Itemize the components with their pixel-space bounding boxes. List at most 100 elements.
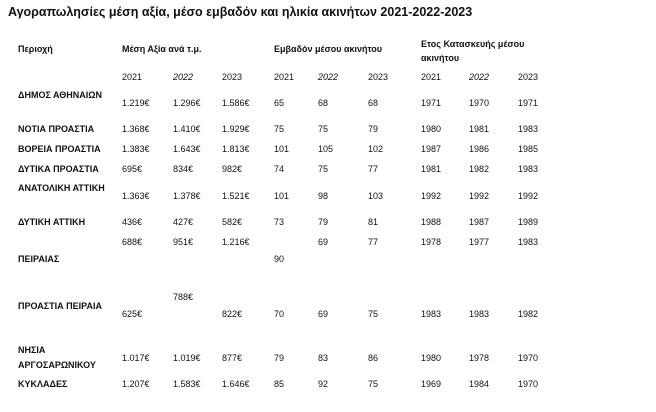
cell: 1.410€ <box>173 124 201 134</box>
row-label: ΔΥΤΙΚΑ ΠΡΟΑΣΤΙΑ <box>18 164 99 174</box>
row-label: ΑΝΑΤΟΛΙΚΗ ΑΤΤΙΚΗ <box>18 183 105 193</box>
cell: 1.368€ <box>122 124 150 134</box>
cell: 1992 <box>469 191 490 201</box>
cell: 75 <box>368 379 379 389</box>
cell: 1.019€ <box>173 353 201 363</box>
cell: 1970 <box>518 379 539 389</box>
year-header: 2021 <box>421 72 442 82</box>
cell: 951€ <box>173 237 194 247</box>
cell: 102 <box>368 144 384 154</box>
cell: 1.017€ <box>122 353 150 363</box>
cell: 98 <box>318 191 329 201</box>
cell: 1.219€ <box>122 98 150 108</box>
cell: 1985 <box>518 144 539 154</box>
cell: 85 <box>274 379 285 389</box>
cell: 625€ <box>122 309 143 319</box>
cell: 1983 <box>518 164 539 174</box>
cell: 1981 <box>421 164 442 174</box>
header-cell: Μέση Αξία ανά τ.μ. <box>122 44 202 54</box>
header-cell: Περιοχή <box>18 44 53 54</box>
cell: 75 <box>318 164 329 174</box>
cell: 73 <box>274 217 285 227</box>
cell: 582€ <box>222 217 243 227</box>
cell: 1983 <box>421 309 442 319</box>
cell: 65 <box>274 98 285 108</box>
cell: 92 <box>318 379 329 389</box>
cell: 1984 <box>469 379 490 389</box>
cell: 1983 <box>518 237 539 247</box>
cell: 1982 <box>518 309 539 319</box>
cell: 103 <box>368 191 384 201</box>
cell: 1.383€ <box>122 144 150 154</box>
cell: 1992 <box>421 191 442 201</box>
title: Αγοραπωλησίες μέση αξία, μέσο εμβαδόν κα… <box>8 5 473 19</box>
cell: 75 <box>368 309 379 319</box>
cell: 1977 <box>469 237 490 247</box>
cell: 834€ <box>173 164 194 174</box>
cell: 1.521€ <box>222 191 250 201</box>
cell: 79 <box>318 217 329 227</box>
cell: 1.813€ <box>222 144 250 154</box>
cell: 90 <box>274 254 285 264</box>
cell: 1988 <box>421 217 442 227</box>
cell: 1.378€ <box>173 191 201 201</box>
row-label: ΝΟΤΙΑ ΠΡΟΑΣΤΙΑ <box>18 124 95 134</box>
row-label: ΒΟΡΕΙΑ ΠΡΟΑΣΤΙΑ <box>18 144 101 154</box>
cell: 1982 <box>469 164 490 174</box>
row-label: ΠΕΙΡΑΙΑΣ <box>18 254 60 264</box>
year-header: 2023 <box>222 72 243 82</box>
cell: 1981 <box>469 124 490 134</box>
cell: 1987 <box>421 144 442 154</box>
cell: 1978 <box>421 237 442 247</box>
cell: 1971 <box>518 98 539 108</box>
cell: 1.296€ <box>173 98 201 108</box>
cell: 1992 <box>518 191 539 201</box>
year-header: 2021 <box>122 72 143 82</box>
cell: 83 <box>318 353 329 363</box>
cell: 79 <box>274 353 285 363</box>
cell: 101 <box>274 144 290 154</box>
cell: 1.207€ <box>122 379 150 389</box>
row-label: ΔΗΜΟΣ ΑΘΗΝΑΙΩΝ <box>18 90 103 100</box>
year-header: 2021 <box>274 72 295 82</box>
cell: 68 <box>318 98 329 108</box>
cell: 1.586€ <box>222 98 250 108</box>
year-header: 2023 <box>368 72 389 82</box>
cell: 982€ <box>222 164 243 174</box>
row-label: ΠΡΟΑΣΤΙΑ ΠΕΙΡΑΙΑ <box>18 301 102 311</box>
cell: 1983 <box>518 124 539 134</box>
cell: 1970 <box>518 353 539 363</box>
cell: 822€ <box>222 309 243 319</box>
row-label: ΝΗΣΙΑ ΑΡΓΟΣΑΡΩΝΙΚΟΥ <box>18 345 96 370</box>
cell: 1.643€ <box>173 144 201 154</box>
cell: 1980 <box>421 124 442 134</box>
cell: 1989 <box>518 217 539 227</box>
cell: 1.929€ <box>222 124 250 134</box>
year-header: 2022 <box>469 72 490 82</box>
cell: 1983 <box>469 309 490 319</box>
cell: 1971 <box>421 98 442 108</box>
cell: 86 <box>368 353 379 363</box>
year-header: 2023 <box>518 72 539 82</box>
cell: 68 <box>368 98 379 108</box>
cell: 688€ <box>122 237 143 247</box>
cell: 877€ <box>222 353 243 363</box>
cell: 695€ <box>122 164 143 174</box>
row-label: ΔΥΤΙΚΗ ΑΤΤΙΚΗ <box>18 217 86 227</box>
cell: 427€ <box>173 217 194 227</box>
cell: 70 <box>274 309 285 319</box>
year-header: 2022 <box>173 72 194 82</box>
cell: 81 <box>368 217 379 227</box>
cell: 69 <box>318 237 329 247</box>
cell: 74 <box>274 164 285 174</box>
cell: 79 <box>368 124 379 134</box>
cell: 1.646€ <box>222 379 250 389</box>
cell: 105 <box>318 144 334 154</box>
cell: 1.583€ <box>173 379 201 389</box>
cell: 1969 <box>421 379 442 389</box>
cell: 1978 <box>469 353 490 363</box>
header-cell: Ετος Κατασκευής μέσου ακινήτου <box>421 39 525 63</box>
cell: 1.363€ <box>122 191 150 201</box>
header-cell: Εμβαδόν μέσου ακινήτου <box>274 44 383 54</box>
